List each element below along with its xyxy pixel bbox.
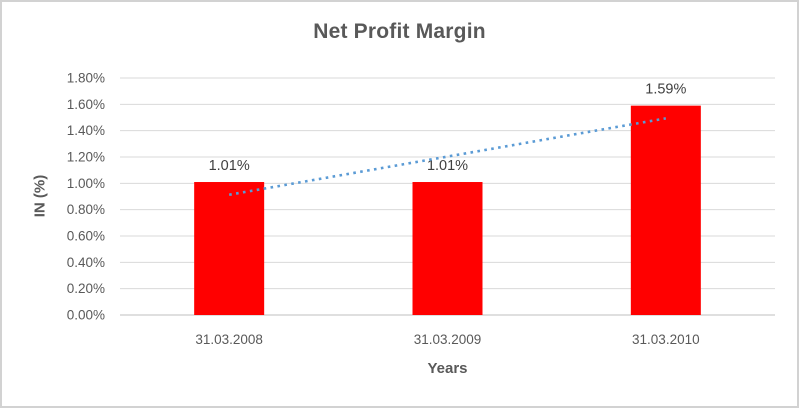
y-tick-label: 0.60% xyxy=(67,229,105,244)
y-tick-label: 0.80% xyxy=(67,202,105,217)
bar-31.03.2010 xyxy=(630,105,701,316)
bar-31.03.2009 xyxy=(412,182,483,315)
chart-title: Net Profit Margin xyxy=(313,20,486,43)
y-tick-label: 1.60% xyxy=(67,97,105,112)
y-tick-label: 0.40% xyxy=(67,255,105,270)
bar-31.03.2008 xyxy=(194,182,265,315)
y-tick-label: 1.00% xyxy=(67,176,105,191)
data-label: 1.01% xyxy=(209,158,250,174)
x-axis-title: Years xyxy=(427,360,468,377)
x-tick-label: 31.03.2009 xyxy=(414,332,482,347)
y-tick-label: 0.00% xyxy=(67,308,105,323)
y-tick-label: 1.20% xyxy=(67,150,105,165)
y-tick-label: 0.20% xyxy=(67,281,105,296)
x-tick-label: 31.03.2010 xyxy=(632,332,700,347)
x-tick-label: 31.03.2008 xyxy=(195,332,263,347)
data-label: 1.59% xyxy=(645,82,686,98)
y-tick-label: 1.80% xyxy=(67,71,105,86)
y-tick-label: 1.40% xyxy=(67,123,105,138)
data-label: 1.01% xyxy=(427,158,468,174)
